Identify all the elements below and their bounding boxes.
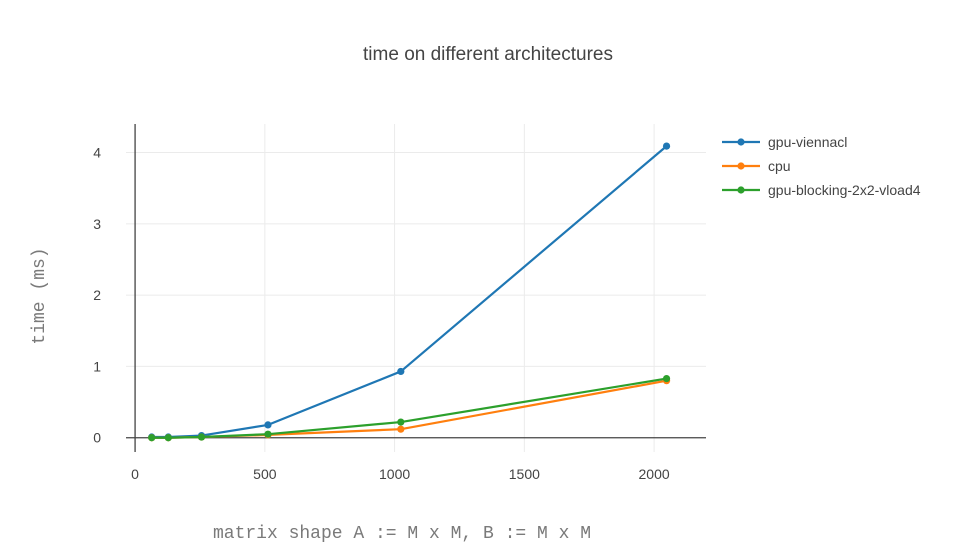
series-gpu-blocking-2x2-vload4 bbox=[148, 374, 671, 442]
series-group bbox=[148, 142, 671, 442]
y-tick-label: 1 bbox=[93, 358, 101, 374]
data-point bbox=[148, 434, 156, 442]
y-tick-label: 3 bbox=[93, 216, 101, 232]
data-point bbox=[197, 433, 206, 441]
legend: gpu-viennacl cpu gpu-blocking-2x2-vload4 bbox=[722, 134, 921, 198]
data-point bbox=[397, 367, 405, 376]
x-tick-label: 2000 bbox=[639, 466, 670, 482]
legend-swatch-marker bbox=[737, 186, 745, 194]
series-line bbox=[151, 377, 667, 439]
legend-label: gpu-blocking-2x2-vload4 bbox=[768, 182, 921, 198]
data-point bbox=[164, 434, 172, 442]
series-line bbox=[151, 379, 667, 439]
y-tick-label: 4 bbox=[93, 145, 101, 161]
data-point bbox=[397, 418, 405, 426]
x-tick-label: 1000 bbox=[379, 466, 410, 482]
legend-item[interactable]: cpu bbox=[722, 158, 791, 174]
y-axis-title: time (ms) bbox=[30, 247, 50, 344]
data-point bbox=[264, 430, 272, 438]
grid-lines bbox=[126, 124, 706, 452]
x-axis-ticks: 0 500 1000 1500 2000 bbox=[131, 466, 670, 482]
series-line bbox=[151, 145, 668, 439]
legend-swatch-marker bbox=[737, 162, 745, 170]
data-point bbox=[662, 374, 671, 383]
x-tick-label: 1500 bbox=[509, 466, 540, 482]
legend-swatch-marker bbox=[737, 138, 745, 146]
y-tick-label: 2 bbox=[93, 287, 101, 303]
legend-item[interactable]: gpu-viennacl bbox=[722, 134, 847, 150]
x-axis-title: matrix shape A := M x M, B := M x M bbox=[213, 524, 591, 544]
data-point bbox=[264, 421, 272, 429]
series-gpu-viennacl bbox=[148, 142, 671, 441]
x-tick-label: 0 bbox=[131, 466, 139, 482]
chart-title: time on different architectures bbox=[363, 44, 613, 65]
axes bbox=[126, 124, 706, 452]
y-axis-ticks: 0 1 2 3 4 bbox=[93, 145, 101, 446]
legend-label: gpu-viennacl bbox=[768, 134, 847, 150]
legend-item[interactable]: gpu-blocking-2x2-vload4 bbox=[722, 182, 921, 198]
x-tick-label: 500 bbox=[253, 466, 277, 482]
data-point bbox=[397, 425, 405, 433]
data-point bbox=[662, 142, 671, 150]
legend-label: cpu bbox=[768, 158, 791, 174]
y-tick-label: 0 bbox=[93, 430, 101, 446]
